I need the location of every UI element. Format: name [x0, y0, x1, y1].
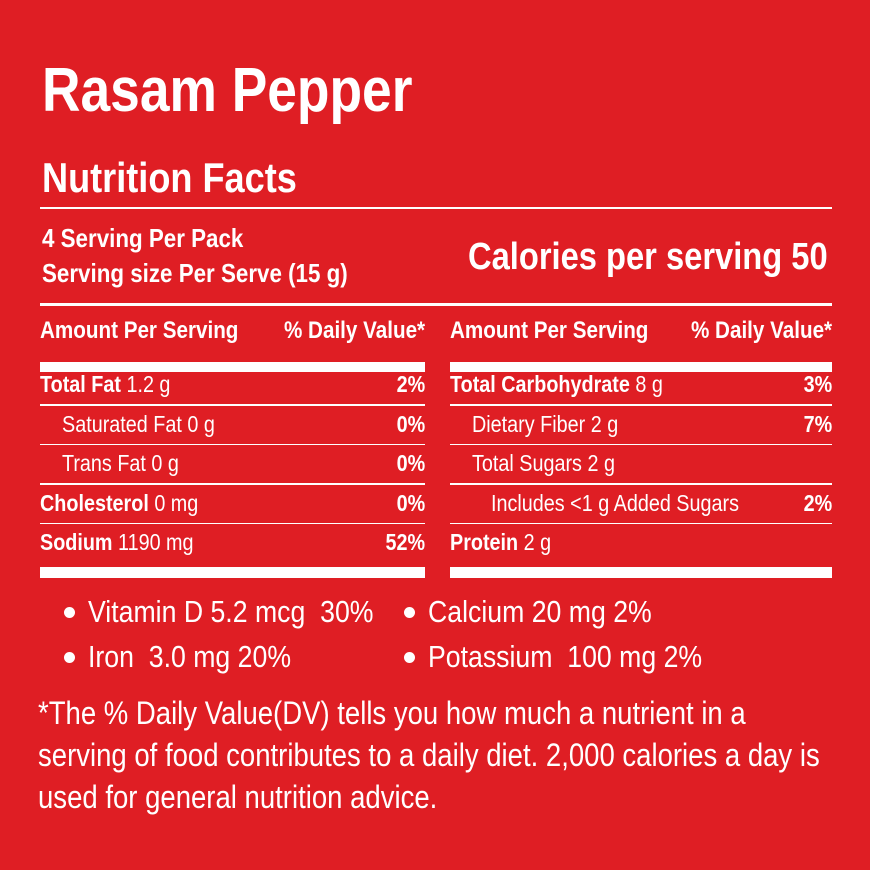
- daily-value: 0%: [396, 410, 425, 437]
- nutrient: Protein 2 g: [450, 531, 551, 554]
- row-line: [450, 483, 832, 485]
- bullet: [64, 652, 75, 663]
- sub-nutrient: Total Sugars 2 g: [472, 450, 615, 476]
- thick-bar: [40, 567, 425, 578]
- title: Rasam Pepper: [42, 56, 413, 125]
- serving-size: Serving size Per Serve (15 g): [42, 258, 348, 288]
- daily-value: 3%: [803, 371, 832, 397]
- nutrient-amount: 1.2 g: [126, 371, 171, 397]
- vitamin: Potassium 100 mg 2%: [428, 639, 703, 674]
- divider: [40, 207, 832, 209]
- daily-value: 52%: [385, 529, 425, 555]
- nutrient: Cholesterol 0 mg: [40, 489, 199, 516]
- row-line: [40, 443, 425, 445]
- nutrient-name: Total Carbohydrate: [450, 371, 630, 397]
- nutrient-amount: 1190 mg: [118, 529, 194, 555]
- sub-nutrient: Saturated Fat 0 g: [62, 410, 215, 437]
- nutrient-amount: 8 g: [635, 371, 663, 397]
- vitamin: Vitamin D 5.2 mcg 30%: [88, 594, 374, 629]
- sub-nutrient: Includes <1 g Added Sugars: [491, 489, 739, 516]
- bullet: [404, 652, 415, 663]
- nutrient: Sodium 1190 mg: [40, 531, 194, 554]
- thick-bar: [450, 362, 832, 372]
- table-header: Amount Per Serving: [450, 317, 649, 344]
- row-line: [450, 522, 832, 524]
- row-line: [450, 404, 832, 406]
- thick-bar: [40, 362, 425, 372]
- row-line: [450, 443, 832, 445]
- daily-value: 2%: [803, 489, 832, 516]
- daily-value: 0%: [396, 489, 425, 516]
- nutrient-name: Cholesterol: [40, 489, 149, 516]
- nutrient: Total Fat 1.2 g: [40, 373, 170, 396]
- servings: 4 Serving Per Pack: [42, 223, 244, 253]
- row-line: [40, 522, 425, 524]
- table-header: % Daily Value*: [690, 317, 832, 344]
- vitamin: Iron 3.0 mg 20%: [88, 639, 292, 674]
- vitamin: Calcium 20 mg 2%: [428, 594, 652, 629]
- nutrient-name: Sodium: [40, 529, 113, 555]
- nutrient-amount: 0 mg: [154, 489, 199, 516]
- footnote: serving of food contributes to a daily d…: [38, 737, 820, 773]
- daily-value: 7%: [803, 410, 832, 437]
- sub-nutrient: Trans Fat 0 g: [62, 450, 179, 476]
- subtitle: Nutrition Facts: [42, 154, 297, 201]
- row-line: [40, 483, 425, 485]
- table-header: Amount Per Serving: [40, 317, 239, 344]
- footnote: *The % Daily Value(DV) tells you how muc…: [38, 695, 746, 731]
- daily-value: 2%: [396, 371, 425, 397]
- bullet: [64, 607, 75, 618]
- table-header: % Daily Value*: [283, 317, 425, 344]
- row-line: [40, 404, 425, 406]
- nutrient-amount: 2 g: [523, 529, 552, 555]
- sub-nutrient: Dietary Fiber 2 g: [472, 410, 619, 437]
- nutrient: Total Carbohydrate 8 g: [450, 373, 663, 396]
- bullet: [404, 607, 415, 618]
- nutrient-name: Total Fat: [40, 371, 121, 397]
- thick-bar: [450, 567, 832, 578]
- daily-value: 0%: [396, 450, 425, 476]
- calories: Calories per serving 50: [468, 236, 828, 278]
- footnote: used for general nutrition advice.: [38, 779, 438, 815]
- nutrient-name: Protein: [450, 529, 519, 555]
- divider: [40, 303, 832, 306]
